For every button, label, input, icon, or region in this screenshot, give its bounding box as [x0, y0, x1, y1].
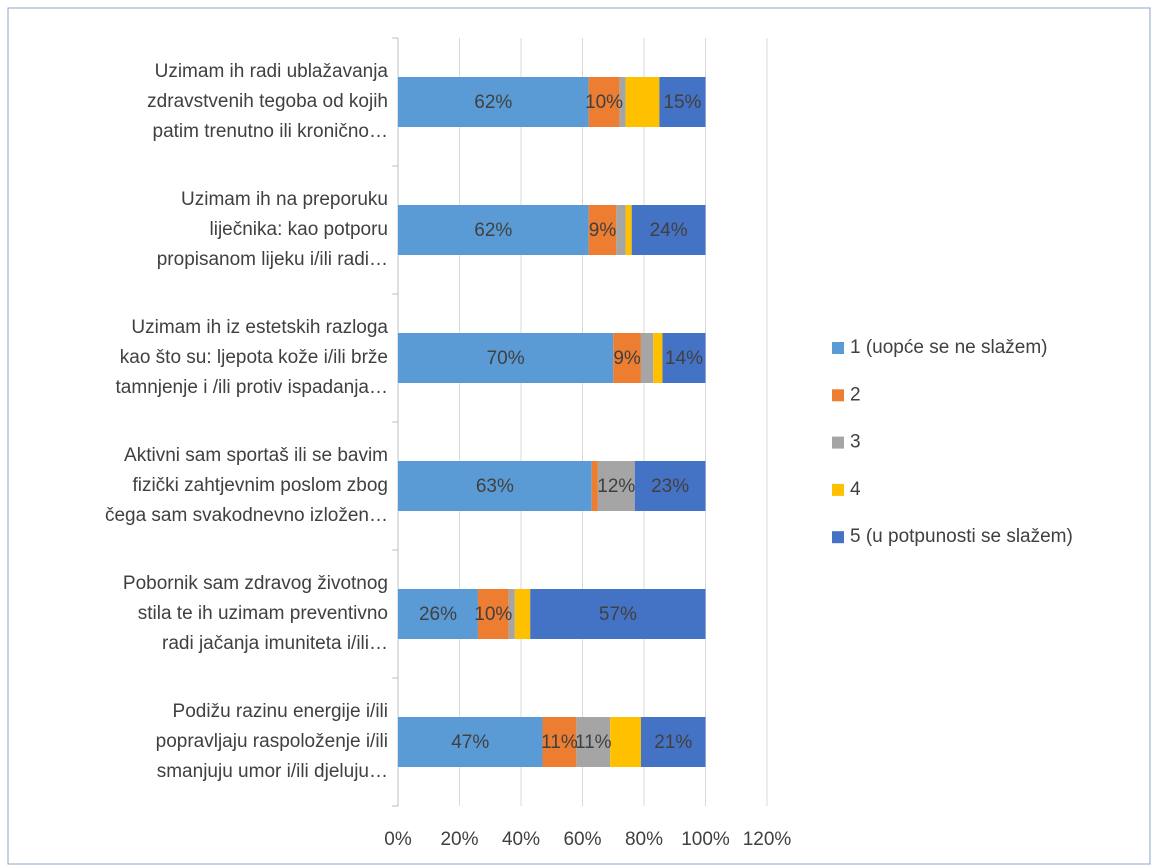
data-label: 9% [589, 220, 617, 241]
bar-segment [640, 717, 706, 767]
legend-swatch [832, 389, 844, 402]
data-label: 23% [651, 476, 689, 497]
y-tick-label: Podižu razinu energije i/ili popravljaju … [156, 701, 388, 782]
legend-label: 1 (uopće se ne slažem) [850, 337, 1048, 358]
data-label: 21% [654, 732, 692, 753]
x-tick-label: 20% [440, 829, 478, 850]
bar-segment [508, 589, 515, 639]
legend-swatch [832, 436, 844, 449]
bar-segment [625, 77, 660, 127]
bar-segment [530, 589, 706, 639]
bar-segment [597, 461, 635, 511]
legend-label: 3 [850, 432, 861, 453]
bar-segment [625, 205, 632, 255]
data-label: 62% [474, 220, 512, 241]
data-label: 47% [451, 732, 489, 753]
x-tick-label: 80% [625, 829, 663, 850]
bar-segment [542, 717, 577, 767]
y-tick-label: Uzimam ih iz estetskih razloga kao što su… [116, 317, 389, 398]
data-label: 11% [575, 732, 612, 753]
bar-segment [398, 77, 589, 127]
x-tick-label: 100% [681, 829, 730, 850]
bar-segment [477, 589, 509, 639]
bar-segment [398, 589, 478, 639]
legend-swatch [832, 483, 844, 496]
data-label: 14% [665, 348, 703, 369]
legend-swatch [832, 342, 844, 354]
bar-segment [634, 461, 706, 511]
data-label: 26% [419, 604, 457, 625]
bar-segment [613, 333, 641, 383]
x-tick-label: 120% [743, 829, 792, 850]
data-label: 15% [663, 92, 701, 113]
x-tick-label: 0% [384, 829, 412, 850]
y-tick-label: Uzimam ih na preporuku liječnika: kao pot… [157, 189, 388, 270]
bar-segment [662, 333, 706, 383]
bar-segment [610, 717, 641, 767]
bar-segment [591, 461, 598, 511]
data-label: 24% [650, 220, 688, 241]
y-tick-label: Uzimam ih radi ublažavanja zdravstvenih t… [147, 61, 388, 142]
bar-segment [640, 333, 654, 383]
bar-segment [398, 333, 614, 383]
bar-segment [616, 205, 626, 255]
data-label: 12% [597, 476, 635, 497]
legend-label: 5 (u potpunosti se slažem) [850, 526, 1073, 547]
bar-segment [653, 333, 663, 383]
data-label: 10% [474, 604, 512, 625]
data-label: 62% [474, 92, 512, 113]
bar-segment [631, 205, 706, 255]
bar-segment [576, 717, 611, 767]
data-label: 11% [541, 732, 578, 753]
bar-segment [588, 205, 617, 255]
x-tick-label: 60% [563, 829, 601, 850]
bar-segment [659, 77, 706, 127]
data-label: 9% [613, 348, 641, 369]
x-tick-label: 40% [502, 829, 540, 850]
bar-segment [398, 717, 543, 767]
legend-label: 2 [850, 384, 861, 405]
bar-segment [588, 77, 620, 127]
bar-segment [398, 205, 589, 255]
data-label: 10% [585, 92, 623, 113]
y-tick-label: Pobornik sam zdravog životnog stila te ih… [123, 573, 388, 654]
bar-segment [398, 461, 592, 511]
data-label: 63% [476, 476, 514, 497]
legend-label: 4 [850, 479, 861, 500]
data-label: 57% [599, 604, 637, 625]
legend-swatch [832, 531, 844, 544]
y-tick-label: Aktivni sam sportaš ili se bavim fizički … [105, 445, 388, 526]
data-label: 70% [487, 348, 525, 369]
bar-segment [514, 589, 531, 639]
bar-segment [619, 77, 626, 127]
